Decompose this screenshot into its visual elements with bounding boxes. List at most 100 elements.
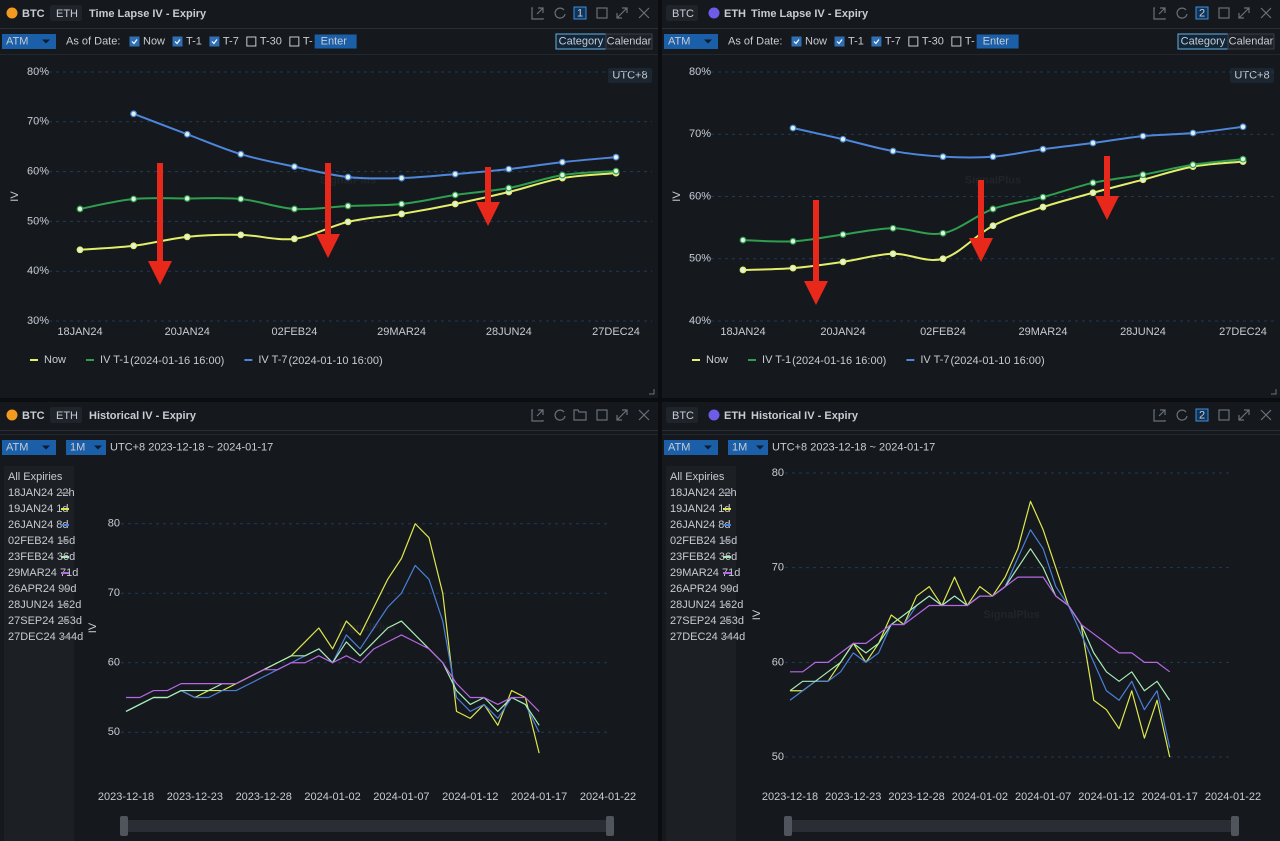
close-icon[interactable] xyxy=(1260,7,1272,19)
scroll-handle[interactable] xyxy=(606,816,614,836)
coin-tab[interactable]: ETH xyxy=(724,410,746,422)
refresh-icon[interactable] xyxy=(554,409,566,421)
checkbox[interactable] xyxy=(871,36,882,47)
expiry-item[interactable]: 18JAN24 22h xyxy=(670,487,737,499)
view-button[interactable] xyxy=(605,33,653,50)
expand-icon[interactable] xyxy=(616,409,628,421)
coin-tab[interactable]: ETH xyxy=(56,8,78,20)
measure-select[interactable] xyxy=(664,34,718,49)
scroll-track[interactable] xyxy=(122,820,612,832)
coin-tab-bg[interactable] xyxy=(666,5,698,21)
checkbox[interactable] xyxy=(951,36,962,47)
expiry-item[interactable]: 02FEB24 15d xyxy=(670,535,737,547)
period-label[interactable]: 1M xyxy=(70,441,85,453)
measure-label[interactable]: ATM xyxy=(668,441,690,453)
scroll-handle[interactable] xyxy=(120,816,128,836)
date-input[interactable] xyxy=(976,34,1019,49)
refresh-icon[interactable] xyxy=(1176,7,1188,19)
legend-label[interactable]: Now xyxy=(44,354,66,366)
view-label[interactable]: Category xyxy=(1181,35,1226,47)
scroll-handle[interactable] xyxy=(1231,816,1239,836)
badge[interactable]: 2 xyxy=(1199,409,1205,421)
legend-label[interactable]: IV T-1 xyxy=(100,354,129,366)
checkbox[interactable] xyxy=(172,36,183,47)
view-button[interactable] xyxy=(1227,33,1275,50)
resize-handle[interactable] xyxy=(1271,389,1277,395)
coin-tab[interactable]: BTC xyxy=(22,410,45,422)
expiry-item[interactable]: 29MAR24 71d xyxy=(670,567,740,579)
option-label[interactable]: Now xyxy=(143,35,165,47)
measure-select[interactable] xyxy=(2,34,56,49)
expiry-item[interactable]: 27SEP24 253d xyxy=(670,615,744,627)
close-icon[interactable] xyxy=(638,409,650,421)
refresh-icon[interactable] xyxy=(554,7,566,19)
date-input[interactable] xyxy=(314,34,357,49)
expiry-heading[interactable]: All Expiries xyxy=(670,471,725,483)
view-label[interactable]: Calendar xyxy=(607,35,652,47)
resize-handle[interactable] xyxy=(649,389,655,395)
expiry-item[interactable]: 23FEB24 36d xyxy=(8,551,75,563)
badge-box[interactable] xyxy=(1195,408,1209,422)
expiry-item[interactable]: 28JUN24 162d xyxy=(670,599,743,611)
option-label[interactable]: T-30 xyxy=(260,35,282,47)
expand-icon[interactable] xyxy=(1238,409,1250,421)
option-label[interactable]: T-1 xyxy=(848,35,864,47)
expiry-item[interactable]: 19JAN24 1d xyxy=(670,503,731,515)
checkbox[interactable] xyxy=(209,36,220,47)
coin-tab-bg[interactable] xyxy=(50,5,82,21)
option-label[interactable]: T- xyxy=(965,35,975,47)
expiry-item[interactable]: 26JAN24 8d xyxy=(8,519,69,531)
measure-label[interactable]: ATM xyxy=(668,35,690,47)
view-label[interactable]: Category xyxy=(559,35,604,47)
checkbox[interactable] xyxy=(834,36,845,47)
checkbox[interactable] xyxy=(908,36,919,47)
close-icon[interactable] xyxy=(1260,409,1272,421)
close-icon[interactable] xyxy=(638,7,650,19)
badge[interactable]: 1 xyxy=(577,7,583,19)
window-icon[interactable] xyxy=(1218,7,1230,19)
period-label[interactable]: 1M xyxy=(732,441,747,453)
coin-tab[interactable]: BTC xyxy=(672,8,694,20)
legend-label[interactable]: IV T-7 xyxy=(920,354,949,366)
expiry-item[interactable]: 26APR24 99d xyxy=(8,583,77,595)
folder-icon[interactable] xyxy=(573,409,587,421)
expiry-item[interactable]: 28JUN24 162d xyxy=(8,599,81,611)
window-icon[interactable] xyxy=(1218,409,1230,421)
measure-select[interactable] xyxy=(2,440,56,455)
coin-tab[interactable]: ETH xyxy=(56,410,78,422)
window-icon[interactable] xyxy=(596,409,608,421)
option-label[interactable]: T- xyxy=(303,35,313,47)
refresh-icon[interactable] xyxy=(1176,409,1188,421)
measure-label[interactable]: ATM xyxy=(6,441,28,453)
coin-tab[interactable]: BTC xyxy=(672,410,694,422)
expiry-item[interactable]: 26APR24 99d xyxy=(670,583,739,595)
view-label[interactable]: Calendar xyxy=(1229,35,1274,47)
expiry-item[interactable]: 23FEB24 36d xyxy=(670,551,737,563)
coin-tab[interactable]: ETH xyxy=(724,8,746,20)
date-input-placeholder[interactable]: Enter xyxy=(983,35,1010,47)
option-label[interactable]: T-7 xyxy=(223,35,239,47)
measure-label[interactable]: ATM xyxy=(6,35,28,47)
checkbox[interactable] xyxy=(791,36,802,47)
expiry-heading[interactable]: All Expiries xyxy=(8,471,63,483)
popout-icon[interactable] xyxy=(531,7,544,20)
popout-icon[interactable] xyxy=(1153,409,1166,422)
period-select[interactable] xyxy=(728,440,768,455)
window-icon[interactable] xyxy=(596,7,608,19)
period-select[interactable] xyxy=(66,440,106,455)
legend-label[interactable]: IV T-7 xyxy=(258,354,287,366)
badge-box[interactable] xyxy=(1195,6,1209,20)
expiry-item[interactable]: 27DEC24 344d xyxy=(670,631,745,643)
badge[interactable]: 2 xyxy=(1199,7,1205,19)
coin-tab[interactable]: BTC xyxy=(22,8,45,20)
popout-icon[interactable] xyxy=(531,409,544,422)
expiry-item[interactable]: 27SEP24 253d xyxy=(8,615,82,627)
option-label[interactable]: T-7 xyxy=(885,35,901,47)
measure-select[interactable] xyxy=(664,440,718,455)
expiry-item[interactable]: 19JAN24 1d xyxy=(8,503,69,515)
scroll-handle[interactable] xyxy=(784,816,792,836)
expand-icon[interactable] xyxy=(616,7,628,19)
option-label[interactable]: T-1 xyxy=(186,35,202,47)
expiry-item[interactable]: 02FEB24 15d xyxy=(8,535,75,547)
checkbox[interactable] xyxy=(246,36,257,47)
